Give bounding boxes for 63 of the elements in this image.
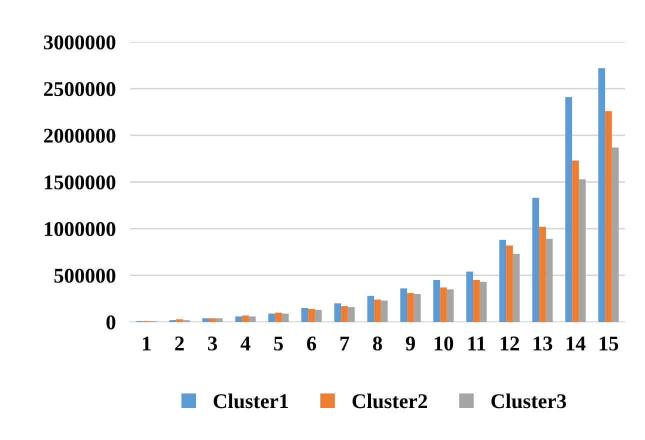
- x-tick-label: 11: [468, 336, 486, 350]
- bar: [440, 287, 447, 322]
- bar: [275, 312, 282, 322]
- bar: [565, 97, 572, 322]
- bar: [578, 179, 586, 322]
- x-tick-label: 1: [142, 336, 151, 350]
- y-tick-label: 1500000: [44, 175, 116, 190]
- bar: [612, 147, 619, 322]
- x-tick-label: 8: [372, 336, 382, 351]
- bar: [499, 240, 506, 322]
- legend-label: Cluster1: [214, 394, 288, 408]
- bar: [380, 300, 388, 322]
- bar: [407, 293, 414, 322]
- y-tick-label: 1000000: [44, 222, 116, 236]
- x-tick-label: 12: [500, 336, 520, 350]
- y-tick-label: 2500000: [44, 82, 116, 96]
- y-tick-label: 0: [106, 315, 116, 330]
- bar: [506, 245, 513, 322]
- bar: [512, 254, 520, 322]
- y-tick-label: 500000: [54, 268, 116, 283]
- y-tick-label: 3000000: [44, 35, 116, 50]
- bar: [433, 280, 440, 322]
- bar: [301, 308, 308, 322]
- x-tick-label: 13: [534, 336, 552, 351]
- bar: [446, 289, 454, 322]
- bar: [348, 307, 355, 322]
- bar: [209, 318, 216, 322]
- bar: [539, 226, 546, 322]
- bar: [473, 280, 480, 322]
- bar: [466, 272, 474, 322]
- legend-label: Cluster3: [491, 394, 566, 408]
- x-tick-label: 2: [175, 336, 184, 350]
- bar: [235, 316, 242, 322]
- legend-label: Cluster2: [352, 394, 428, 408]
- bar: [414, 294, 421, 322]
- bar: [308, 308, 315, 322]
- bar: [480, 282, 487, 322]
- bar: [400, 288, 408, 322]
- x-tick-label: 7: [340, 336, 350, 350]
- bar: [546, 238, 553, 322]
- bar: [248, 316, 256, 322]
- x-tick-label: 3: [208, 336, 217, 351]
- bar: [268, 314, 276, 322]
- x-tick-label: 5: [274, 336, 283, 351]
- bar: [176, 319, 183, 322]
- bar: [367, 296, 374, 322]
- bar: [572, 160, 579, 322]
- x-tick-label: 4: [240, 336, 250, 350]
- bar: [374, 300, 381, 322]
- bar: [314, 310, 322, 322]
- bar: [605, 111, 612, 322]
- bar: [282, 314, 289, 322]
- bar: [598, 68, 606, 322]
- y-tick-label: 2000000: [44, 128, 116, 143]
- bar: [242, 315, 249, 322]
- x-tick-label: 10: [434, 336, 454, 351]
- bar: [334, 303, 342, 322]
- bar: [532, 198, 540, 322]
- x-tick-label: 15: [600, 336, 618, 351]
- x-tick-label: 6: [307, 336, 316, 351]
- bar: [341, 306, 348, 322]
- x-tick-label: 14: [566, 336, 586, 350]
- x-tick-label: 9: [406, 336, 415, 351]
